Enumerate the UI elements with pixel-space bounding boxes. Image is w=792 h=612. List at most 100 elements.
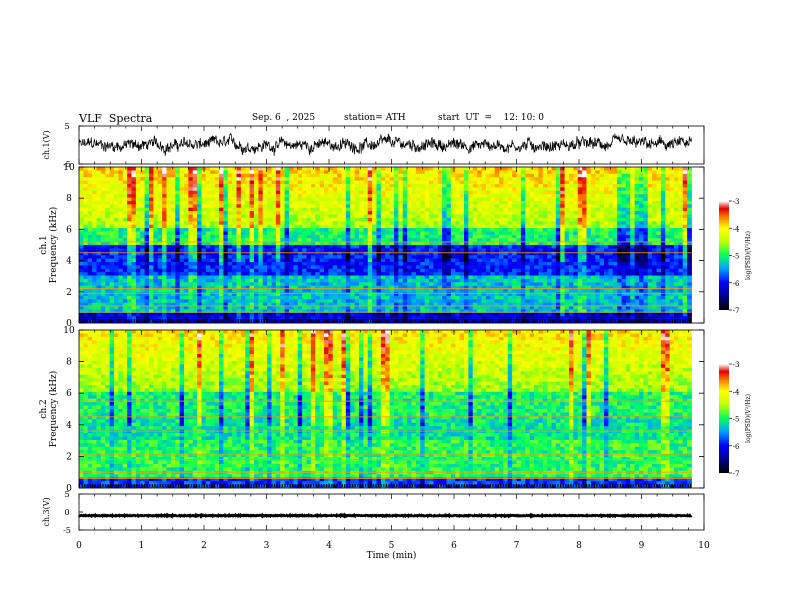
spectrogram-cell bbox=[385, 316, 391, 321]
spectrogram-cell bbox=[92, 248, 97, 253]
spectrogram-cell bbox=[385, 173, 391, 178]
spectrogram-cell bbox=[315, 265, 321, 270]
spectrogram-cell bbox=[175, 234, 181, 239]
spectrogram-cell bbox=[258, 183, 264, 188]
spectrogram-cell bbox=[538, 275, 544, 280]
spectrogram-cell bbox=[262, 255, 268, 259]
spectrogram-cell bbox=[166, 251, 172, 256]
spectrogram-cell bbox=[232, 258, 237, 263]
spectrogram-cell bbox=[170, 214, 176, 219]
spectrogram-cell bbox=[350, 217, 356, 222]
spectrogram-cell bbox=[96, 231, 102, 236]
spectrogram-cell bbox=[223, 255, 229, 259]
spectrogram-cell bbox=[197, 278, 202, 283]
spectrogram-cell bbox=[245, 302, 251, 307]
spectrogram-cell bbox=[293, 258, 299, 263]
spectrogram-cell bbox=[144, 245, 150, 249]
spectrogram-cell bbox=[105, 183, 111, 188]
spectrogram-cell bbox=[372, 285, 377, 290]
spectrogram-cell bbox=[503, 302, 509, 307]
spectrogram-cell bbox=[227, 170, 233, 175]
spectrogram-cell bbox=[332, 251, 338, 256]
spectrogram-cell bbox=[289, 319, 294, 324]
spectrogram-cell bbox=[271, 234, 277, 239]
spectrogram-cell bbox=[92, 251, 97, 256]
spectrogram-cell bbox=[516, 234, 522, 239]
spectrogram-cell bbox=[245, 268, 251, 273]
spectrogram-cell bbox=[367, 207, 373, 212]
spectrogram-cell bbox=[135, 207, 141, 212]
spectrogram-cell bbox=[376, 258, 382, 263]
spectrogram-cell bbox=[367, 241, 373, 246]
spectrogram-cell bbox=[376, 234, 382, 239]
spectrogram-cell bbox=[534, 261, 539, 266]
spectrogram-cell bbox=[525, 167, 531, 171]
spectrogram-cell bbox=[302, 241, 307, 246]
spectrogram-cell bbox=[135, 173, 141, 178]
spectrogram-cell bbox=[376, 190, 382, 195]
spectrogram-cell bbox=[407, 234, 412, 239]
spectrogram-cell bbox=[503, 258, 509, 263]
spectrogram-cell bbox=[402, 238, 408, 243]
spectrogram-cell bbox=[319, 190, 325, 195]
spectrogram-cell bbox=[472, 167, 478, 171]
spectrogram-cell bbox=[385, 285, 391, 290]
spectrogram-cell bbox=[114, 241, 119, 246]
spectrogram-cell bbox=[341, 221, 347, 226]
spectrogram-cell bbox=[481, 272, 487, 276]
spectrogram-cell bbox=[415, 251, 421, 256]
spectrogram-cell bbox=[534, 289, 539, 293]
spectrogram-cell bbox=[271, 309, 277, 314]
spectrogram-cell bbox=[525, 248, 531, 253]
spectrogram-cell bbox=[411, 265, 417, 270]
spectrogram-cell bbox=[319, 309, 325, 314]
spectrogram-cell bbox=[114, 302, 119, 307]
spectrogram-cell bbox=[376, 180, 382, 185]
spectrogram-cell bbox=[100, 180, 106, 185]
spectrogram-cell bbox=[188, 214, 194, 219]
spectrogram-cell bbox=[407, 221, 412, 226]
spectrogram-cell bbox=[529, 302, 535, 307]
spectrogram-cell bbox=[166, 258, 172, 263]
spectrogram-cell bbox=[481, 295, 487, 300]
spectrogram-cell bbox=[516, 275, 522, 280]
spectrogram-cell bbox=[499, 289, 504, 293]
spectrogram-cell bbox=[153, 275, 159, 280]
spectrogram-cell bbox=[184, 217, 189, 222]
spectrogram-cell bbox=[289, 217, 294, 222]
spectrogram-cell bbox=[446, 265, 452, 270]
spectrogram-cell bbox=[341, 183, 347, 188]
spectrogram-cell bbox=[472, 207, 478, 212]
spectrogram-cell bbox=[385, 228, 391, 232]
spectrogram-cell bbox=[223, 194, 229, 198]
spectrogram-cell bbox=[201, 221, 207, 226]
spectrogram-cell bbox=[415, 299, 421, 304]
spectrogram-cell bbox=[254, 180, 259, 185]
spectrogram-cell bbox=[446, 295, 452, 300]
spectrogram-cell bbox=[232, 167, 237, 171]
spectrogram-cell bbox=[534, 221, 539, 226]
spectrogram-cell bbox=[149, 285, 154, 290]
spectrogram-cell bbox=[262, 180, 268, 185]
spectrogram-cell bbox=[328, 167, 334, 171]
spectrogram-cell bbox=[507, 309, 513, 314]
spectrogram-cell bbox=[507, 180, 513, 185]
spectrogram-cell bbox=[254, 268, 259, 273]
spectrogram-cell bbox=[249, 275, 255, 280]
spectrogram-cell bbox=[538, 228, 544, 232]
spectrogram-cell bbox=[157, 228, 163, 232]
spectrogram-cell bbox=[236, 200, 242, 205]
spectrogram-cell bbox=[398, 261, 404, 266]
spectrogram-cell bbox=[407, 282, 412, 287]
spectrogram-cell bbox=[367, 197, 373, 202]
spectrogram-cell bbox=[275, 302, 281, 307]
spectrogram-cell bbox=[184, 285, 189, 290]
spectrogram-cell bbox=[127, 214, 132, 219]
spectrogram-cell bbox=[162, 312, 167, 317]
spectrogram-cell bbox=[402, 316, 408, 321]
spectrogram-cell bbox=[389, 268, 395, 273]
spectrogram-cell bbox=[179, 231, 185, 236]
spectrogram-cell bbox=[450, 306, 456, 310]
spectrogram-cell bbox=[166, 295, 172, 300]
spectrogram-cell bbox=[354, 221, 360, 226]
